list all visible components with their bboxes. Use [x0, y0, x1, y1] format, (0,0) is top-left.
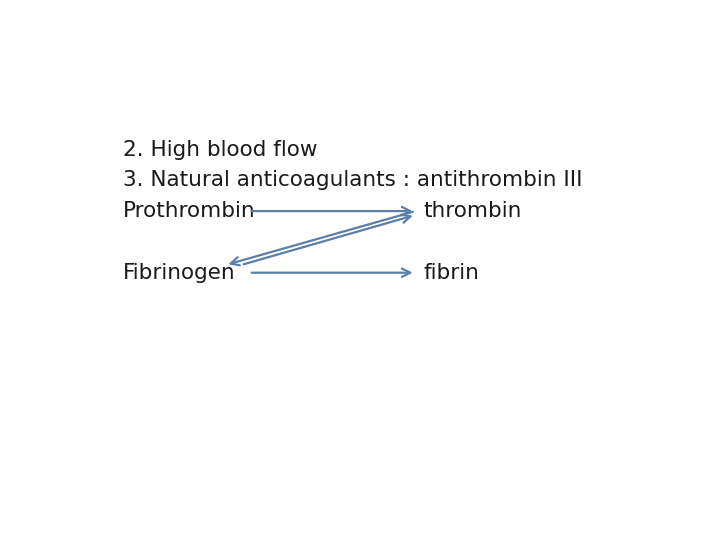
Text: thrombin: thrombin	[423, 201, 521, 221]
Text: 3. Natural anticoagulants : antithrombin III: 3. Natural anticoagulants : antithrombin…	[122, 170, 582, 190]
Text: Fibrinogen: Fibrinogen	[122, 262, 235, 283]
Text: fibrin: fibrin	[423, 262, 479, 283]
Text: Prothrombin: Prothrombin	[122, 201, 255, 221]
Text: 2. High blood flow: 2. High blood flow	[122, 139, 317, 159]
